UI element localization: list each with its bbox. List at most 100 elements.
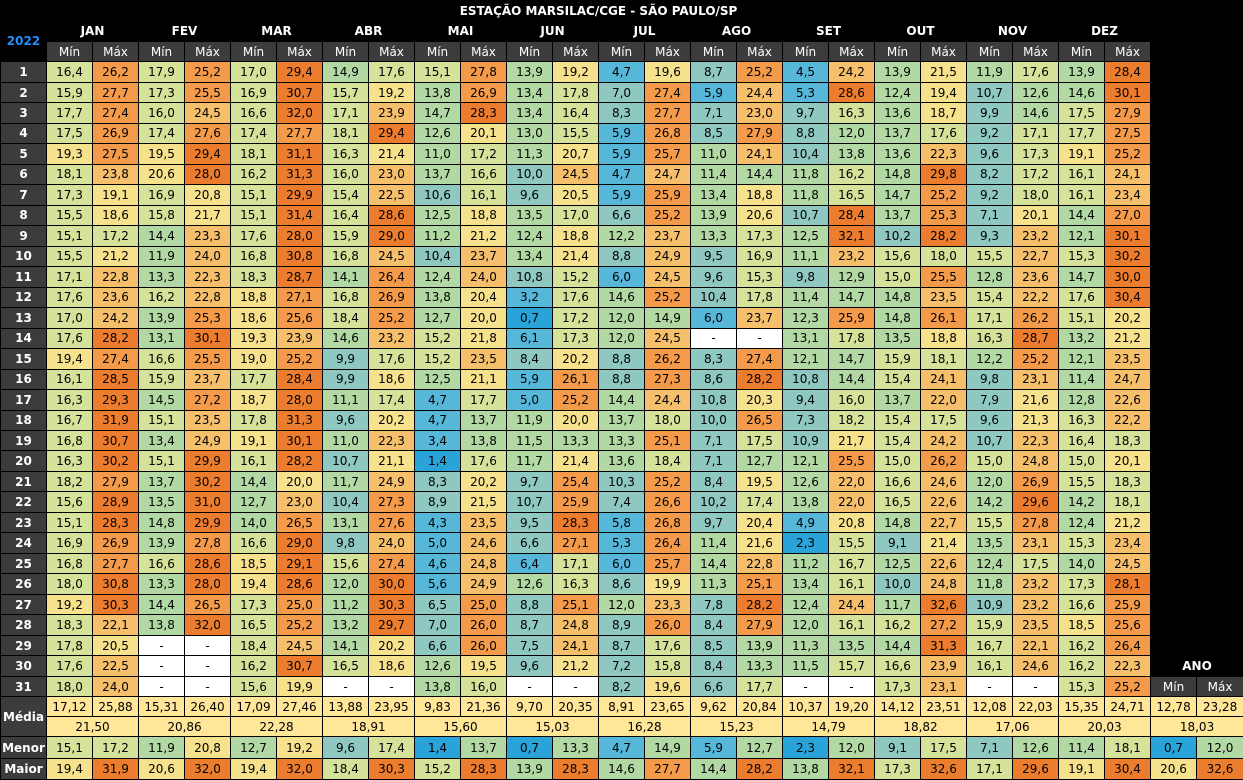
spacer bbox=[1150, 614, 1243, 636]
maior-cell: 13,9 bbox=[506, 757, 553, 780]
temp-cell: 8,8 bbox=[782, 122, 829, 145]
temp-cell: 9,6 bbox=[690, 266, 737, 288]
temp-cell: 24,8 bbox=[920, 573, 967, 595]
temp-cell: 14,8 bbox=[138, 511, 185, 534]
temp-cell: 25,5 bbox=[184, 348, 231, 370]
temp-cell: 16,1 bbox=[828, 573, 875, 595]
temp-cell: 27,7 bbox=[92, 81, 139, 104]
temp-cell: 16,8 bbox=[46, 552, 93, 575]
temp-cell: 13,7 bbox=[138, 470, 185, 493]
temp-cell: 23,0 bbox=[736, 102, 783, 124]
min-header: Mín bbox=[966, 41, 1013, 63]
spacer bbox=[1150, 163, 1243, 186]
media-avg-cell: 22,28 bbox=[230, 716, 323, 738]
media-cell: 24,71 bbox=[1103, 696, 1152, 718]
temp-cell: 20,8 bbox=[828, 511, 875, 534]
temp-cell: 17,5 bbox=[1058, 102, 1105, 124]
temp-cell: 17,0 bbox=[46, 307, 93, 329]
temp-cell: 14,8 bbox=[874, 511, 921, 534]
temp-cell: 14,0 bbox=[230, 511, 277, 534]
temp-cell: 24,7 bbox=[1103, 368, 1152, 391]
temp-cell: 25,1 bbox=[644, 429, 691, 452]
temp-cell: 10,4 bbox=[782, 143, 829, 165]
temp-cell: 21,1 bbox=[368, 450, 415, 472]
temp-cell: 23,6 bbox=[92, 286, 139, 309]
day-label: 13 bbox=[0, 307, 47, 329]
temp-cell: 14,9 bbox=[322, 61, 369, 83]
media-avg-cell: 15,03 bbox=[506, 716, 599, 738]
temp-cell: 27,7 bbox=[644, 102, 691, 124]
temp-cell: 30,0 bbox=[1103, 266, 1152, 288]
media-avg-cell: 20,86 bbox=[138, 716, 231, 738]
temp-cell: 27,6 bbox=[368, 511, 415, 534]
temp-cell: 13,3 bbox=[138, 266, 185, 288]
temp-cell: 20,1 bbox=[1012, 204, 1059, 227]
menor-cell: 12,0 bbox=[828, 736, 875, 759]
temp-cell: 31,3 bbox=[276, 163, 323, 186]
temp-cell: 14,6 bbox=[322, 327, 369, 350]
temp-cell: 23,9 bbox=[920, 655, 967, 677]
media-cell: 19,20 bbox=[828, 696, 875, 718]
temp-cell: 22,6 bbox=[920, 552, 967, 575]
ano-label: ANO bbox=[1150, 655, 1243, 677]
spacer bbox=[1150, 368, 1243, 391]
temp-cell: 14,1 bbox=[322, 634, 369, 657]
max-header: Máx bbox=[1012, 41, 1059, 63]
spacer bbox=[1150, 81, 1243, 104]
temp-cell: 10,0 bbox=[506, 163, 553, 186]
temp-cell: 17,6 bbox=[230, 225, 277, 247]
spacer bbox=[1150, 450, 1243, 472]
temp-cell: 7,3 bbox=[782, 409, 829, 432]
temp-cell: 25,4 bbox=[552, 470, 599, 493]
temp-cell: 16,1 bbox=[230, 450, 277, 472]
temp-cell: 21,2 bbox=[552, 655, 599, 677]
temp-cell: 23,0 bbox=[276, 491, 323, 513]
day-label: 31 bbox=[0, 675, 47, 698]
temp-cell: 22,8 bbox=[736, 552, 783, 575]
temp-cell: 16,4 bbox=[552, 102, 599, 124]
temp-cell: 12,9 bbox=[828, 266, 875, 288]
year-label: 2022 bbox=[0, 20, 47, 63]
menor-cell: 15,1 bbox=[46, 736, 93, 759]
temp-cell: 17,3 bbox=[1012, 143, 1059, 165]
day-label: 8 bbox=[0, 204, 47, 227]
temp-cell: 12,7 bbox=[230, 491, 277, 513]
temp-cell: 27,8 bbox=[1012, 511, 1059, 534]
menor-cell: 7,1 bbox=[966, 736, 1013, 759]
temp-cell: 25,1 bbox=[736, 573, 783, 595]
day-label: 2 bbox=[0, 81, 47, 104]
temp-cell: 18,8 bbox=[736, 184, 783, 206]
temp-cell: - bbox=[782, 675, 829, 698]
temp-cell: 19,0 bbox=[230, 348, 277, 370]
maior-cell: 28,2 bbox=[736, 757, 783, 780]
temp-cell: 28,1 bbox=[1103, 573, 1152, 595]
temp-cell: 24,2 bbox=[828, 61, 875, 83]
maior-cell: 19,4 bbox=[46, 757, 93, 780]
temp-cell: 27,3 bbox=[644, 368, 691, 391]
day-label: 6 bbox=[0, 163, 47, 186]
temp-cell: 17,6 bbox=[46, 655, 93, 677]
temp-cell: 22,7 bbox=[1012, 245, 1059, 268]
temp-cell: 18,0 bbox=[644, 409, 691, 432]
temp-cell: 16,2 bbox=[230, 163, 277, 186]
temp-cell: 13,3 bbox=[598, 429, 645, 452]
temp-cell: 22,3 bbox=[1103, 655, 1152, 677]
temp-cell: 16,3 bbox=[322, 143, 369, 165]
temp-cell: 20,4 bbox=[736, 511, 783, 534]
temp-cell: 13,8 bbox=[414, 81, 461, 104]
temp-cell: 9,8 bbox=[966, 368, 1013, 391]
temp-cell: 14,7 bbox=[828, 286, 875, 309]
media-cell: 23,51 bbox=[920, 696, 967, 718]
temp-cell: 17,4 bbox=[736, 491, 783, 513]
temp-cell: 14,6 bbox=[1058, 81, 1105, 104]
temp-cell: 4,7 bbox=[414, 409, 461, 432]
temp-cell: 15,1 bbox=[414, 61, 461, 83]
ano-media-min: 12,78 bbox=[1150, 696, 1198, 718]
temp-cell: 14,7 bbox=[828, 348, 875, 370]
spacer bbox=[1150, 511, 1243, 534]
temp-cell: 24,5 bbox=[276, 634, 323, 657]
temp-cell: 8,9 bbox=[598, 614, 645, 636]
temp-cell: 25,6 bbox=[276, 307, 323, 329]
temp-cell: 12,2 bbox=[966, 348, 1013, 370]
spacer bbox=[1150, 184, 1243, 206]
